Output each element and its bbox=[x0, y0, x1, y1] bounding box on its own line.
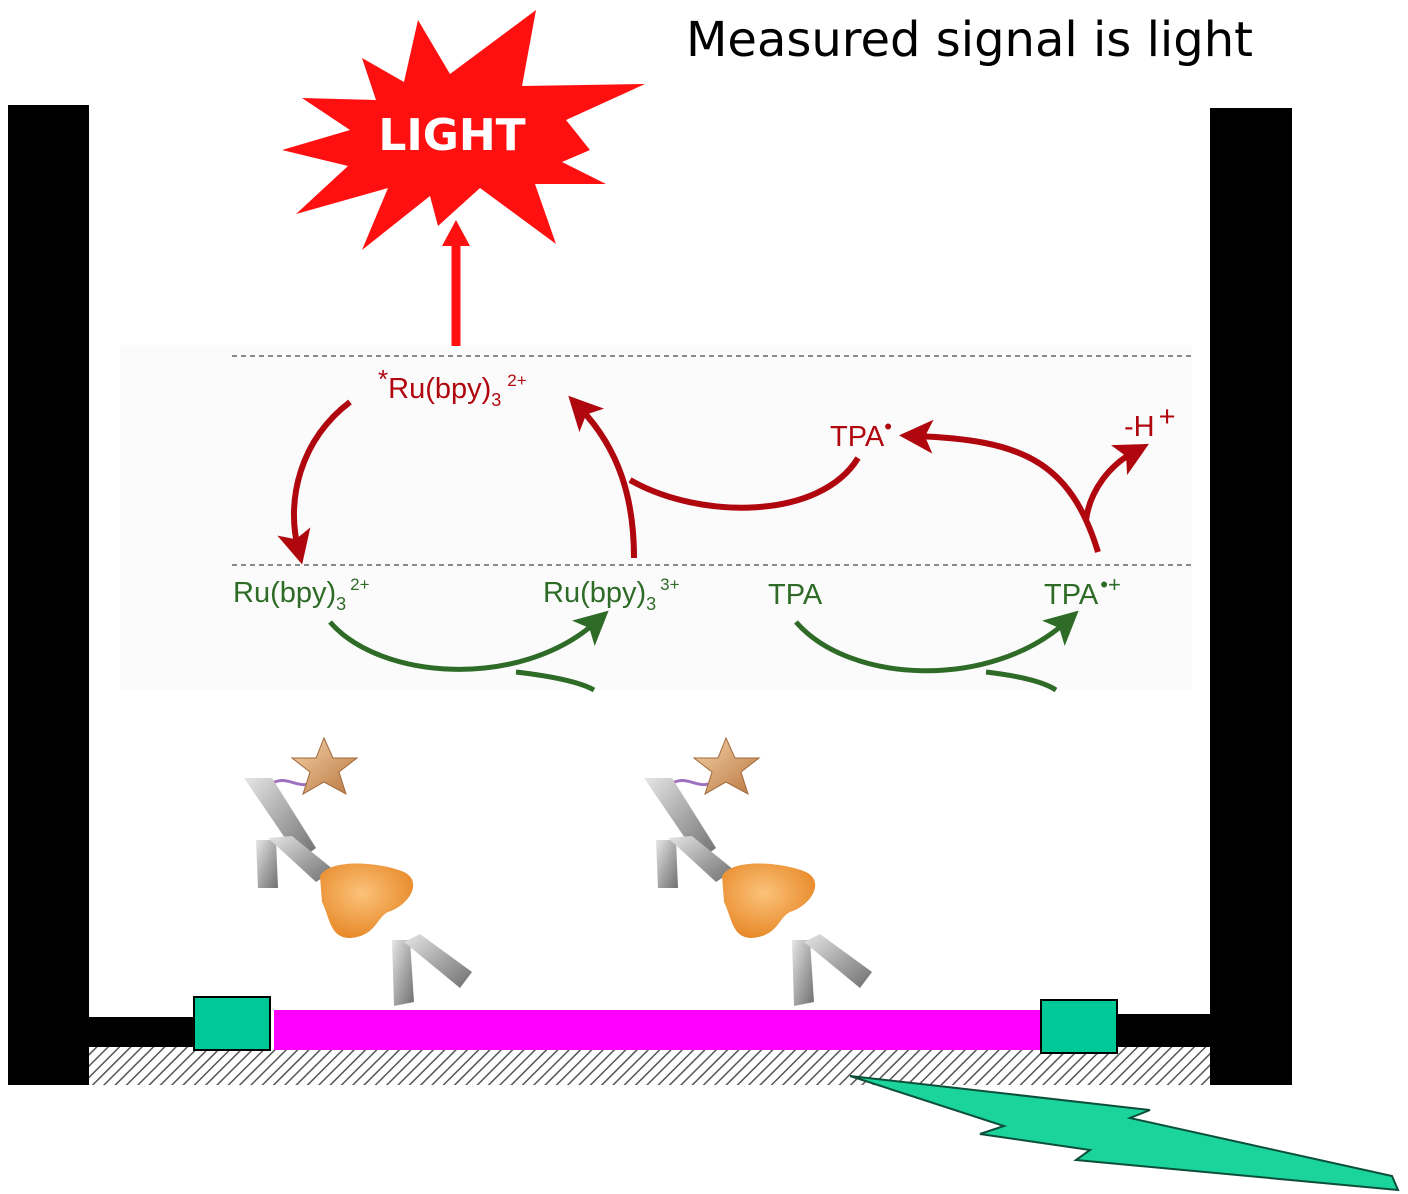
green-arrow-tpa-oxidation bbox=[794, 610, 1079, 674]
left-contact bbox=[193, 996, 271, 1051]
immunocomplex-right bbox=[644, 736, 872, 1006]
excited-sub: 3 bbox=[491, 390, 501, 410]
hatched-substrate bbox=[89, 1047, 1210, 1085]
right-contact-rail bbox=[1117, 1014, 1210, 1047]
tpa-cation-sup: •+ bbox=[1100, 572, 1121, 597]
red-arrow-h-loss bbox=[1083, 443, 1149, 521]
left-wall bbox=[8, 105, 89, 1085]
excited-sup: 2+ bbox=[507, 371, 526, 390]
h-loss-label: -H + bbox=[1124, 401, 1176, 443]
excited-base: Ru(bpy) bbox=[388, 373, 491, 405]
antigen-icon bbox=[320, 863, 414, 938]
tpa-label: TPA bbox=[768, 579, 823, 611]
green-arrow-tpa-electrode-branch bbox=[985, 669, 1058, 693]
antigen-icon bbox=[722, 863, 816, 938]
caption: Measured signal is light bbox=[686, 12, 1253, 68]
star-label-icon bbox=[692, 736, 761, 796]
antibody-stem bbox=[668, 836, 734, 882]
antibody-stem bbox=[268, 836, 334, 882]
ru2-sub: 3 bbox=[336, 594, 346, 614]
tpa-radical-text: TPA bbox=[830, 421, 885, 453]
excited-state-label: *Ru(bpy)3 2+ bbox=[378, 364, 527, 410]
antibody-arm bbox=[256, 840, 278, 888]
tpa-radical-label: TPA• bbox=[830, 414, 892, 453]
reaction-panel bbox=[120, 345, 1192, 690]
lightning-bolt-icon bbox=[849, 1075, 1400, 1192]
antibody-arm bbox=[656, 840, 678, 888]
ru2-sup: 2+ bbox=[350, 575, 369, 594]
red-arrow-tpa-radical-to-join bbox=[628, 456, 861, 511]
green-arrow-ru-oxidation bbox=[328, 610, 609, 672]
h-loss-text: -H bbox=[1124, 411, 1155, 443]
capture-antibody-arm bbox=[804, 934, 872, 988]
green-arrow-ru-electrode-branch bbox=[515, 669, 596, 693]
ru3-label: Ru(bpy)33+ bbox=[543, 575, 680, 614]
ru3-sub: 3 bbox=[646, 594, 656, 614]
red-arrow-excited-to-ground bbox=[277, 399, 352, 565]
h-loss-sup: + bbox=[1159, 401, 1176, 433]
right-contact bbox=[1040, 999, 1118, 1054]
ru3-sup: 3+ bbox=[660, 575, 679, 594]
light-label: LIGHT bbox=[378, 110, 525, 161]
red-arrow-tpa-cation-to-radical bbox=[899, 419, 1101, 553]
ru3-base: Ru(bpy) bbox=[543, 577, 646, 609]
capture-antibody-icon bbox=[392, 940, 414, 1006]
working-electrode bbox=[274, 1010, 1044, 1050]
red-arrow-ru3-to-excited bbox=[568, 395, 637, 559]
capture-antibody-icon bbox=[792, 940, 814, 1006]
emission-arrow-head bbox=[442, 220, 470, 246]
star-label-icon bbox=[290, 736, 359, 796]
right-wall bbox=[1210, 108, 1292, 1085]
tpa-radical-dot: • bbox=[884, 414, 892, 439]
capture-antibody-arm bbox=[404, 934, 472, 988]
antibody-icon bbox=[644, 778, 716, 860]
ru2-label: Ru(bpy)32+ bbox=[233, 575, 370, 614]
tpa-cation-label: TPA•+ bbox=[1044, 572, 1121, 611]
starburst-icon bbox=[282, 10, 645, 250]
tpa-cation-base: TPA bbox=[1044, 579, 1099, 611]
excited-star: * bbox=[378, 364, 388, 394]
antibody-icon bbox=[244, 778, 316, 860]
left-contact-rail bbox=[89, 1017, 196, 1047]
ru2-base: Ru(bpy) bbox=[233, 577, 336, 609]
immunocomplex-left bbox=[244, 736, 472, 1006]
